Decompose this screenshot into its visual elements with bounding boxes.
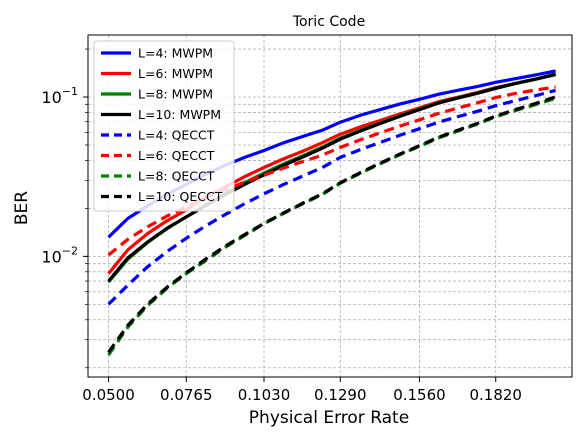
y-tick-label: 10−1 xyxy=(41,85,78,107)
legend-label: L=8: QECCT xyxy=(138,169,215,184)
x-axis-label: Physical Error Rate xyxy=(249,408,409,428)
x-tick-label: 0.1820 xyxy=(469,386,522,404)
legend-label: L=10: MWPM xyxy=(138,107,221,122)
series-line-l-4-qecct xyxy=(107,88,557,306)
chart-title: Toric Code xyxy=(292,14,365,30)
series-line-l-10-mwpm xyxy=(107,72,556,283)
y-tick-label: 10−2 xyxy=(41,244,78,266)
plot-frame xyxy=(87,34,573,378)
y-tick-base: 10 xyxy=(41,88,61,107)
legend: L=4: MWPM L=6: MWPM L=8: MWPM L=10: MWPM L=4… xyxy=(93,40,235,212)
y-axis-label: BER xyxy=(12,191,32,225)
x-tick-label: 0.1560 xyxy=(393,386,446,404)
x-tick-label: 0.1030 xyxy=(238,386,291,404)
legend-box xyxy=(93,40,235,212)
x-tick-label: 0.1290 xyxy=(314,386,367,404)
y-tick-exponent: −1 xyxy=(62,85,78,98)
legend-label: L=4: QECCT xyxy=(138,128,215,143)
legend-label: L=6: QECCT xyxy=(138,148,215,163)
y-tick-base: 10 xyxy=(41,247,61,266)
y-tick-exponent: −2 xyxy=(62,244,78,257)
series-line-l-10-qecct xyxy=(107,95,557,354)
legend-label: L=8: MWPM xyxy=(138,87,213,102)
legend-label: L=4: MWPM xyxy=(138,46,213,61)
axes: 0.0500 0.0765 0.1030 0.1290 0.1560 0.182010−2… xyxy=(41,48,522,404)
legend-label: L=10: QECCT xyxy=(138,189,223,204)
x-tick-label: 0.0765 xyxy=(160,386,213,404)
legend-label: L=6: MWPM xyxy=(138,66,213,81)
x-tick-label: 0.0500 xyxy=(82,386,135,404)
